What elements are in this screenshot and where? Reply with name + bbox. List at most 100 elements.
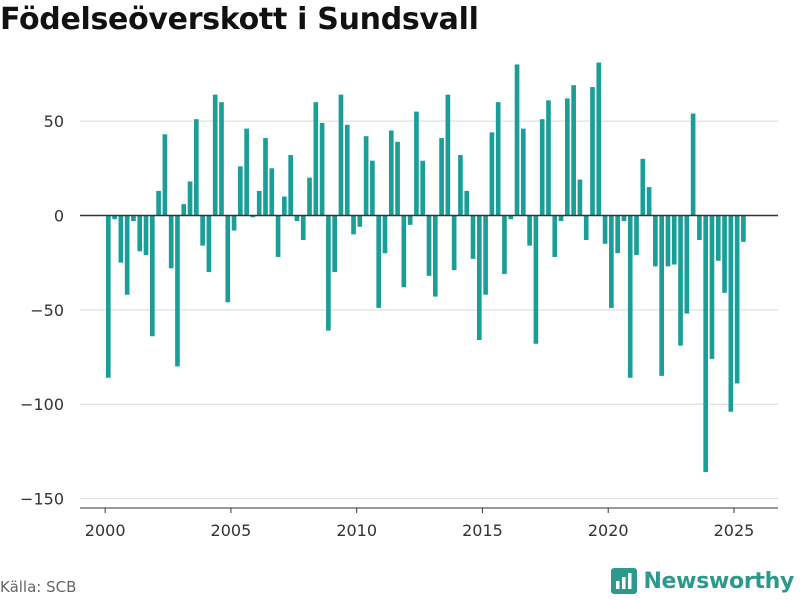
x-tick-label: 2005 xyxy=(211,521,252,540)
bar xyxy=(225,215,231,303)
bar xyxy=(451,215,457,271)
bar xyxy=(338,94,344,216)
bar xyxy=(357,215,363,227)
bar xyxy=(382,215,388,254)
bar xyxy=(728,215,734,412)
bar xyxy=(671,215,677,265)
bar xyxy=(282,196,287,216)
brand[interactable]: Newsworthy xyxy=(611,568,794,594)
bar xyxy=(464,190,470,216)
bar xyxy=(439,138,444,216)
bar xyxy=(181,204,187,216)
bar xyxy=(414,111,419,216)
bar xyxy=(483,215,488,295)
bar xyxy=(697,215,702,240)
bar xyxy=(527,215,532,246)
bar xyxy=(231,215,237,231)
bar xyxy=(131,215,136,222)
bar xyxy=(621,215,627,222)
bar xyxy=(105,215,111,378)
bar xyxy=(489,132,495,216)
bar xyxy=(376,215,382,308)
bar xyxy=(143,215,149,256)
bar xyxy=(546,100,551,216)
bar-series xyxy=(105,62,746,473)
bar xyxy=(212,94,218,216)
bar xyxy=(407,215,413,225)
y-tick-label: −100 xyxy=(20,395,64,414)
bar xyxy=(307,177,312,216)
bar xyxy=(715,215,721,261)
bar xyxy=(458,155,463,216)
bar xyxy=(263,138,268,216)
bar xyxy=(514,64,520,216)
bar xyxy=(690,113,696,216)
x-tick-label: 2000 xyxy=(85,521,126,540)
brand-name: Newsworthy xyxy=(643,568,794,594)
bar xyxy=(370,160,375,216)
bar xyxy=(363,136,369,216)
bar xyxy=(445,94,451,216)
bar xyxy=(300,215,306,240)
y-tick-label: −50 xyxy=(30,301,64,320)
bar xyxy=(420,160,426,216)
bar xyxy=(294,215,300,222)
bar xyxy=(565,98,570,216)
bar xyxy=(684,215,690,314)
y-tick-label: −150 xyxy=(20,490,64,509)
grid-lines xyxy=(80,120,778,500)
bar xyxy=(590,87,595,216)
bar xyxy=(250,215,256,218)
bar xyxy=(596,62,602,216)
bar xyxy=(219,102,224,216)
bar xyxy=(709,215,715,359)
bar xyxy=(495,102,501,216)
bar xyxy=(162,134,168,216)
bar xyxy=(653,215,658,267)
x-tick-label: 2025 xyxy=(714,521,755,540)
bar xyxy=(432,215,438,297)
bar xyxy=(175,215,180,367)
bar xyxy=(741,215,746,242)
bar xyxy=(552,215,558,257)
bar xyxy=(634,215,639,256)
bar xyxy=(238,166,243,216)
bar xyxy=(615,215,620,254)
x-tick-label: 2020 xyxy=(588,521,629,540)
bar xyxy=(502,215,507,274)
bar xyxy=(558,215,564,222)
bar xyxy=(288,155,293,216)
y-tick-label: 50 xyxy=(44,112,64,131)
bar xyxy=(168,215,174,269)
bar xyxy=(344,124,350,216)
bar xyxy=(722,215,727,293)
bar xyxy=(395,141,400,216)
bar xyxy=(112,215,117,220)
bar xyxy=(200,215,205,246)
bar xyxy=(319,122,325,216)
bar xyxy=(470,215,476,259)
bar xyxy=(275,215,281,257)
bar xyxy=(627,215,633,378)
bar xyxy=(269,168,275,216)
bar xyxy=(678,215,683,346)
bar xyxy=(401,215,407,288)
y-tick-label: 0 xyxy=(54,206,64,225)
bar xyxy=(609,215,614,308)
bar xyxy=(124,215,130,295)
bar xyxy=(118,215,124,263)
bar xyxy=(640,158,646,216)
bar xyxy=(137,215,143,252)
bar xyxy=(426,215,432,276)
bar xyxy=(332,215,338,273)
bar xyxy=(583,215,589,240)
x-tick-label: 2010 xyxy=(336,521,377,540)
bar xyxy=(187,181,193,216)
x-tick-label: 2015 xyxy=(462,521,503,540)
bar xyxy=(571,85,576,216)
bar xyxy=(326,215,331,331)
bar xyxy=(734,215,740,384)
y-tick-labels: −150 −100 −50 0 50 xyxy=(20,112,64,509)
bar xyxy=(508,215,514,220)
bar xyxy=(256,190,262,216)
